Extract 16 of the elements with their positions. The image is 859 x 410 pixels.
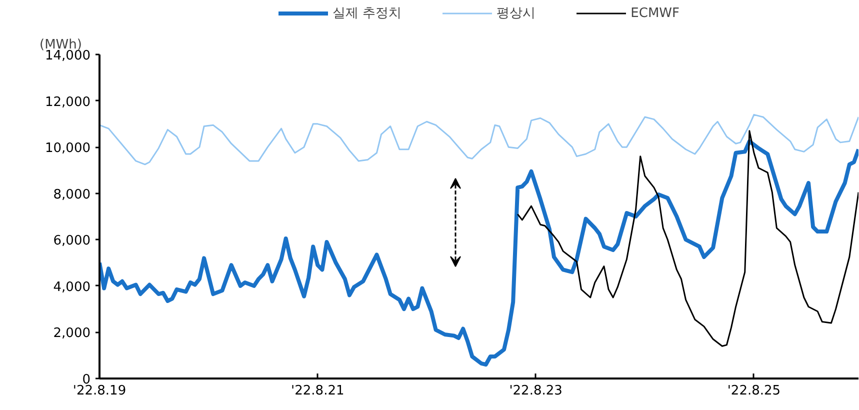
x-tick-label: '22.8.23 [509,384,562,398]
y-tick-label: 2,000 [53,326,90,342]
y-tick-label: 14,000 [45,48,91,64]
line-series [516,130,858,347]
legend-label: 실제 추정치 [332,5,402,22]
y-tick-label: 10,000 [45,141,91,156]
line-series [100,139,858,367]
x-tick-label: '22.8.25 [727,384,781,398]
y-tick-label: 12,000 [45,94,91,110]
y-tick-label: 8,000 [53,187,90,202]
y-tick-label: 4,000 [53,280,90,295]
x-tick-label: '22.8.21 [291,384,344,398]
y-tick-label: 6,000 [53,234,90,249]
line-series [100,114,858,166]
legend-label: 평상시 [496,5,536,22]
legend-label: ECMWF [630,6,680,20]
